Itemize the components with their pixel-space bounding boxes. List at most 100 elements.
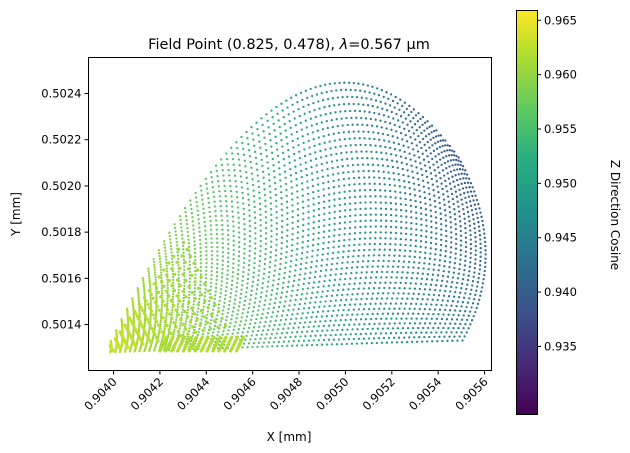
data-point xyxy=(204,288,207,291)
data-point xyxy=(449,290,452,293)
data-point xyxy=(397,336,401,339)
x-tick-label: 0.9054 xyxy=(406,375,444,413)
data-point xyxy=(210,245,213,249)
plot-frame xyxy=(88,57,492,371)
data-point xyxy=(193,283,197,287)
y-tick-label: 0.5020 xyxy=(41,179,81,193)
data-point xyxy=(460,287,463,290)
data-point xyxy=(275,216,278,219)
data-point xyxy=(209,285,213,288)
data-point xyxy=(288,304,291,307)
data-point xyxy=(474,262,477,265)
data-point xyxy=(227,242,230,246)
data-point xyxy=(253,200,256,203)
data-point xyxy=(356,157,359,160)
data-point xyxy=(317,213,321,217)
data-point xyxy=(342,250,345,253)
data-point xyxy=(441,139,445,142)
data-point xyxy=(176,302,180,306)
data-point xyxy=(216,262,219,266)
data-point xyxy=(278,173,281,176)
data-point xyxy=(282,340,286,343)
data-point xyxy=(248,224,252,228)
data-point xyxy=(340,342,344,346)
data-point xyxy=(409,193,412,196)
data-point xyxy=(400,341,404,344)
data-streak xyxy=(193,335,204,353)
data-point xyxy=(272,340,276,344)
data-point xyxy=(216,310,221,314)
data-point xyxy=(143,330,147,334)
data-point xyxy=(359,225,362,229)
data-point xyxy=(163,246,167,249)
data-point xyxy=(421,272,424,275)
data-point xyxy=(153,333,157,337)
data-point xyxy=(445,331,448,334)
x-tick-label: 0.9040 xyxy=(81,375,119,413)
data-point xyxy=(371,105,374,108)
data-point xyxy=(224,289,228,293)
data-point xyxy=(479,255,482,258)
data-point xyxy=(250,172,254,175)
data-point xyxy=(356,292,359,296)
data-point xyxy=(265,294,268,298)
data-point xyxy=(248,229,252,233)
data-point xyxy=(176,254,180,257)
data-point xyxy=(291,103,294,106)
data-point xyxy=(364,213,367,216)
data-point xyxy=(304,89,308,92)
data-point xyxy=(321,329,324,332)
data-point xyxy=(204,229,207,232)
data-point xyxy=(353,195,357,199)
data-point xyxy=(466,173,469,176)
data-point xyxy=(244,319,248,322)
data-point xyxy=(175,240,178,244)
data-point xyxy=(263,262,267,266)
data-point xyxy=(448,149,451,152)
data-point xyxy=(247,268,250,272)
data-point xyxy=(230,146,233,149)
data-point xyxy=(372,337,376,340)
data-point xyxy=(254,156,258,159)
data-point xyxy=(294,94,298,97)
data-point xyxy=(297,108,300,111)
data-point xyxy=(236,195,239,199)
data-point xyxy=(466,181,470,184)
data-point xyxy=(309,117,312,120)
data-point xyxy=(302,206,305,209)
data-point xyxy=(384,332,388,335)
data-point xyxy=(244,165,247,168)
data-point xyxy=(322,188,325,191)
data-point xyxy=(349,318,352,321)
data-point xyxy=(315,164,318,167)
data-point xyxy=(374,201,377,204)
data-point xyxy=(186,226,189,230)
data-point xyxy=(317,207,321,211)
data-point xyxy=(209,312,214,316)
data-point xyxy=(248,259,251,262)
data-point xyxy=(264,337,267,340)
data-point xyxy=(393,106,396,109)
data-point xyxy=(154,286,159,290)
data-point xyxy=(434,205,437,208)
data-point xyxy=(204,233,207,236)
data-point xyxy=(440,303,443,307)
data-point xyxy=(184,320,188,323)
data-point xyxy=(337,338,341,341)
data-point xyxy=(187,329,191,333)
data-point xyxy=(253,216,257,219)
data-point xyxy=(333,104,336,107)
data-point xyxy=(184,323,187,326)
data-point xyxy=(349,88,352,92)
data-point xyxy=(448,182,452,185)
data-point xyxy=(384,201,387,204)
data-point xyxy=(147,269,150,273)
data-point xyxy=(175,294,179,298)
data-point xyxy=(308,276,311,280)
data-point xyxy=(348,183,351,187)
data-point xyxy=(460,305,463,308)
data-point xyxy=(413,307,416,310)
data-point xyxy=(337,239,341,242)
data-point xyxy=(368,188,372,192)
data-point xyxy=(421,115,425,119)
